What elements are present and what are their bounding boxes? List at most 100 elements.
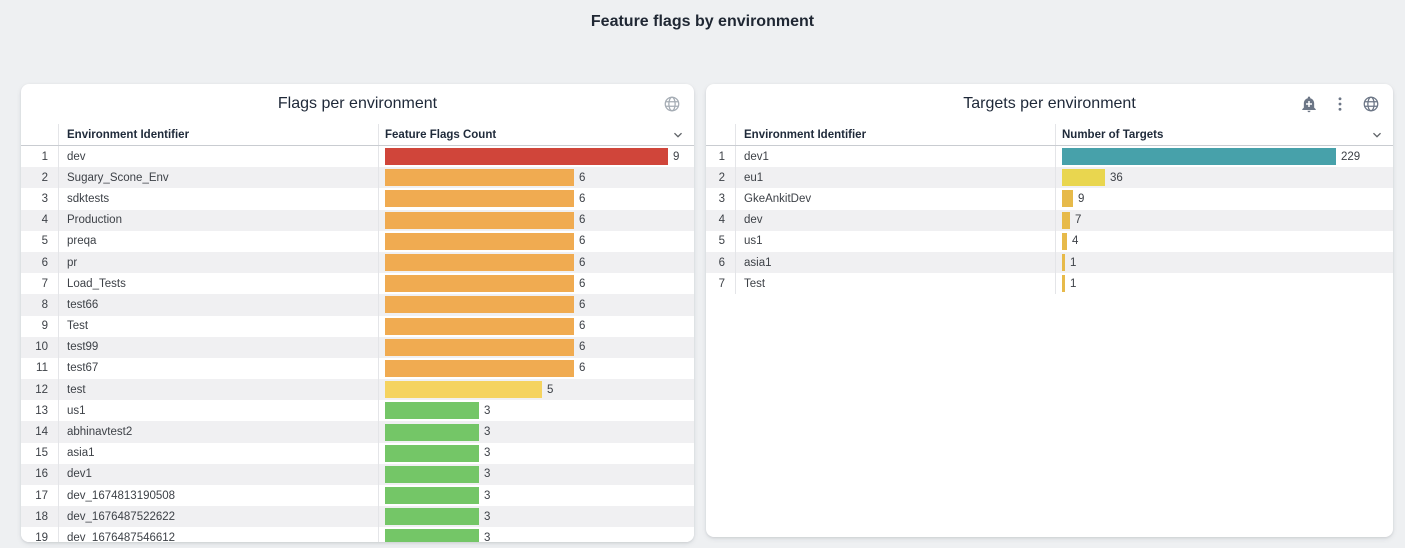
table-row[interactable]: 1 dev1 229 [706, 146, 1393, 168]
bar-value-label: 3 [484, 510, 491, 523]
value-bar[interactable] [385, 296, 574, 314]
globe-icon[interactable] [1362, 95, 1380, 113]
value-bar[interactable] [1062, 254, 1065, 272]
value-bar[interactable] [1062, 232, 1067, 250]
environment-identifier-cell: dev_1676487522622 [59, 506, 379, 528]
table-row[interactable]: 19 dev_1676487546612 3 [21, 527, 694, 542]
environment-identifier-cell: us1 [59, 400, 379, 422]
bar-value-label: 6 [579, 298, 586, 311]
row-index: 11 [21, 357, 59, 380]
column-header-environment-identifier[interactable]: Environment Identifier [59, 124, 379, 145]
table-row[interactable]: 15 asia1 3 [21, 442, 694, 464]
bar-cell: 4 [1056, 231, 1393, 252]
value-bar[interactable] [385, 317, 574, 335]
environment-identifier-cell: preqa [59, 230, 379, 252]
row-index: 15 [21, 442, 59, 464]
bar-cell: 6 [379, 337, 694, 358]
value-bar[interactable] [1062, 211, 1070, 229]
table-row[interactable]: 11 test67 6 [21, 357, 694, 380]
panel-targets-per-environment: Targets per environment [706, 84, 1393, 537]
table-row[interactable]: 6 pr 6 [21, 251, 694, 274]
environment-identifier-cell: Test [736, 273, 1056, 295]
row-index-column-header [21, 124, 59, 145]
bar-value-label: 1 [1070, 277, 1077, 290]
table-body: 1 dev 9 2 Sugary_Scone_Env 6 3 sdktests 6 4 Produc… [21, 146, 694, 542]
table-row[interactable]: 10 test99 6 [21, 336, 694, 358]
value-bar[interactable] [385, 232, 574, 250]
value-bar[interactable] [385, 508, 479, 526]
add-alert-icon[interactable] [1300, 95, 1318, 113]
row-index: 6 [21, 251, 59, 274]
environment-identifier-cell: dev [59, 146, 379, 168]
value-bar[interactable] [385, 254, 574, 272]
table-row[interactable]: 4 dev 7 [706, 209, 1393, 231]
bar-cell: 229 [1056, 146, 1393, 167]
value-bar[interactable] [385, 444, 479, 462]
table-row[interactable]: 17 dev_1674813190508 3 [21, 485, 694, 507]
column-header-feature-flags-count[interactable]: Feature Flags Count [379, 124, 694, 145]
bar-value-label: 3 [484, 447, 491, 460]
table-row[interactable]: 12 test 5 [21, 379, 694, 401]
environment-identifier-cell: eu1 [736, 167, 1056, 189]
row-index: 2 [21, 167, 59, 189]
environment-identifier-cell: dev [736, 209, 1056, 231]
value-bar[interactable] [1062, 275, 1065, 293]
table-row[interactable]: 7 Load_Tests 6 [21, 273, 694, 295]
table-row[interactable]: 14 abhinavtest2 3 [21, 421, 694, 443]
bar-value-label: 6 [579, 362, 586, 375]
value-bar[interactable] [385, 275, 574, 293]
chevron-down-icon[interactable] [1369, 127, 1385, 143]
value-bar[interactable] [1062, 190, 1073, 208]
value-bar[interactable] [385, 148, 668, 166]
value-bar[interactable] [385, 169, 574, 187]
row-index: 1 [706, 146, 736, 168]
value-bar[interactable] [385, 359, 574, 377]
column-header-number-of-targets[interactable]: Number of Targets [1056, 124, 1393, 145]
table-row[interactable]: 2 Sugary_Scone_Env 6 [21, 167, 694, 189]
bar-value-label: 229 [1341, 150, 1361, 163]
value-bar[interactable] [385, 465, 479, 483]
table-row[interactable]: 16 dev1 3 [21, 463, 694, 485]
bar-value-label: 9 [1078, 192, 1085, 205]
table-row[interactable]: 8 test66 6 [21, 294, 694, 316]
value-bar[interactable] [1062, 169, 1105, 187]
panel-header-icons [663, 95, 681, 113]
bar-cell: 6 [379, 188, 694, 209]
environment-identifier-cell: pr [59, 251, 379, 274]
table-row[interactable]: 6 asia1 1 [706, 251, 1393, 274]
bar-cell: 3 [379, 443, 694, 464]
table-row[interactable]: 9 Test 6 [21, 315, 694, 337]
table-row[interactable]: 4 Production 6 [21, 209, 694, 231]
value-bar[interactable] [385, 487, 479, 505]
chevron-down-icon[interactable] [670, 127, 686, 143]
value-bar[interactable] [385, 211, 574, 229]
table-row[interactable]: 3 sdktests 6 [21, 188, 694, 210]
more-vert-icon[interactable] [1331, 95, 1349, 113]
value-bar[interactable] [385, 338, 574, 356]
chart-title: Flags per environment [277, 95, 438, 112]
value-bar[interactable] [1062, 148, 1336, 166]
bar-cell: 6 [379, 252, 694, 273]
table-row[interactable]: 18 dev_1676487522622 3 [21, 506, 694, 528]
table-row[interactable]: 13 us1 3 [21, 400, 694, 422]
table-row[interactable]: 5 preqa 6 [21, 230, 694, 252]
table-row[interactable]: 1 dev 9 [21, 146, 694, 168]
value-bar[interactable] [385, 423, 479, 441]
value-bar[interactable] [385, 190, 574, 208]
environment-identifier-cell: Test [59, 315, 379, 337]
value-bar[interactable] [385, 529, 479, 542]
table-row[interactable]: 3 GkeAnkitDev 9 [706, 188, 1393, 210]
bar-cell: 1 [1056, 252, 1393, 273]
table-row[interactable]: 5 us1 4 [706, 230, 1393, 252]
bar-value-label: 6 [579, 171, 586, 184]
value-bar[interactable] [385, 402, 479, 420]
globe-icon[interactable] [663, 95, 681, 113]
environment-identifier-cell: dev_1674813190508 [59, 485, 379, 507]
column-header-environment-identifier[interactable]: Environment Identifier [736, 124, 1056, 145]
table-row[interactable]: 7 Test 1 [706, 273, 1393, 295]
table-row[interactable]: 2 eu1 36 [706, 167, 1393, 189]
bar-cell: 5 [379, 379, 694, 400]
row-index: 7 [706, 273, 736, 295]
value-bar[interactable] [385, 381, 542, 399]
bar-value-label: 3 [484, 531, 491, 542]
